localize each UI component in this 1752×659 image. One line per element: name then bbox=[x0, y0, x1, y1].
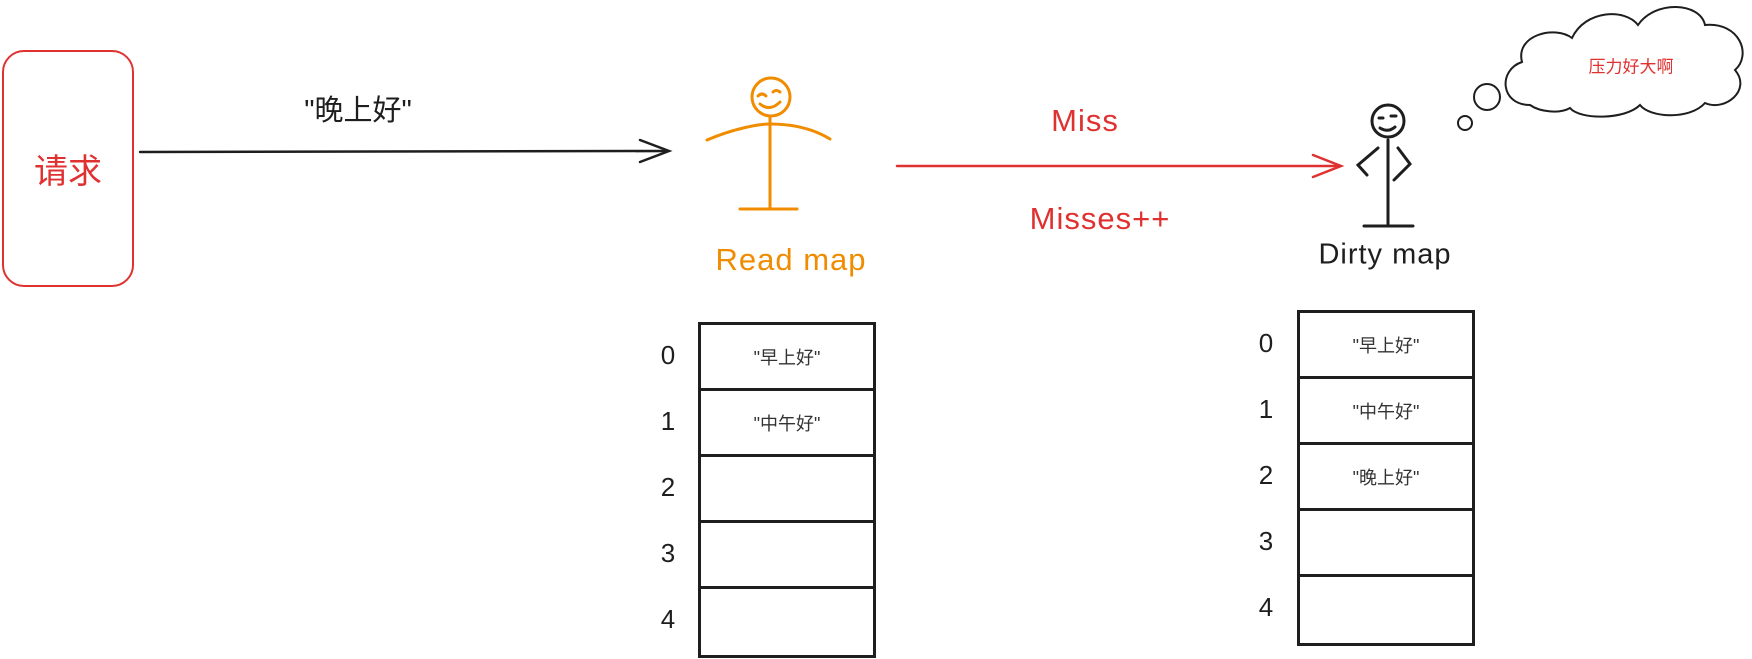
dirty-map-index: 4 bbox=[1258, 591, 1274, 622]
read-map-cell bbox=[701, 457, 873, 523]
read-map-cell: "早上好" bbox=[701, 325, 873, 391]
dirty-map-cell bbox=[1300, 511, 1472, 577]
read-map-index: 1 bbox=[660, 405, 676, 436]
dirty-map-cell bbox=[1300, 577, 1472, 643]
dirty-map-indices: 0 1 2 3 4 bbox=[1251, 310, 1281, 640]
dirty-map-index: 2 bbox=[1258, 459, 1274, 490]
request-arrow bbox=[138, 138, 673, 164]
read-map-label: Read map bbox=[715, 242, 867, 277]
read-map-index: 4 bbox=[660, 603, 676, 634]
read-map-index: 3 bbox=[660, 537, 676, 568]
read-map-figure-icon bbox=[705, 76, 832, 211]
miss-arrow bbox=[895, 153, 1345, 179]
read-map-index: 0 bbox=[660, 339, 676, 370]
dirty-map-cell: "中午好" bbox=[1300, 379, 1472, 445]
request-box: 请求 bbox=[2, 50, 134, 287]
request-label: 请求 bbox=[34, 153, 102, 191]
dirty-map-cell: "早上好" bbox=[1300, 313, 1472, 379]
miss-label: Miss bbox=[1051, 103, 1119, 138]
read-map-table: "早上好" "中午好" bbox=[698, 322, 876, 658]
dirty-map-label: Dirty map bbox=[1318, 238, 1452, 271]
thought-text: 压力好大啊 bbox=[1588, 57, 1674, 77]
read-map-cell bbox=[701, 589, 873, 655]
thought-cloud-icon bbox=[1457, 6, 1744, 131]
dirty-map-figure-icon bbox=[1355, 103, 1415, 228]
dirty-map-cell: "晚上好" bbox=[1300, 445, 1472, 511]
misses-counter-label: Misses++ bbox=[1029, 201, 1171, 236]
read-map-cell: "中午好" bbox=[701, 391, 873, 457]
dirty-map-table: "早上好" "中午好" "晚上好" bbox=[1297, 310, 1475, 646]
dirty-map-index: 3 bbox=[1258, 525, 1274, 556]
read-map-indices: 0 1 2 3 4 bbox=[653, 322, 683, 652]
request-arrow-label: "晚上好" bbox=[304, 95, 412, 127]
read-map-index: 2 bbox=[660, 471, 676, 502]
dirty-map-index: 1 bbox=[1258, 393, 1274, 424]
dirty-map-index: 0 bbox=[1258, 327, 1274, 358]
read-map-cell bbox=[701, 523, 873, 589]
